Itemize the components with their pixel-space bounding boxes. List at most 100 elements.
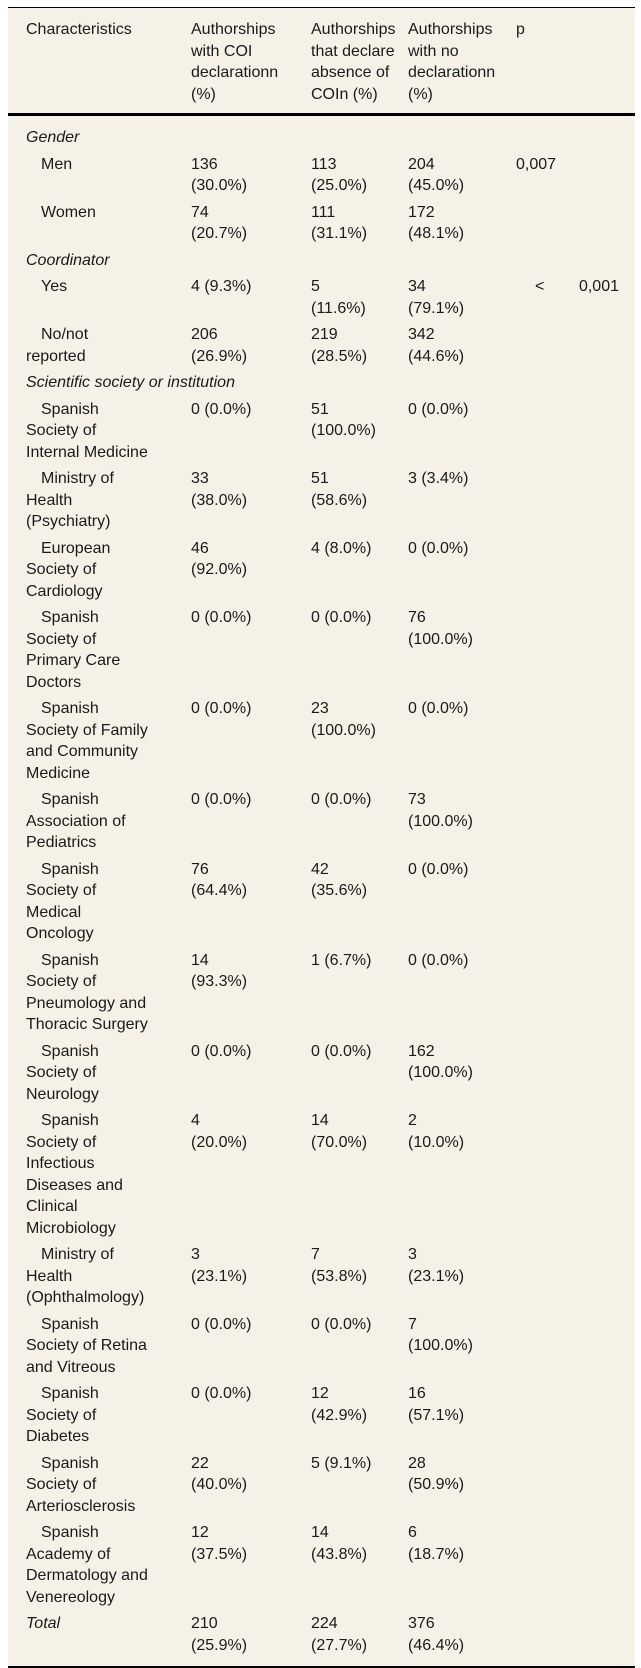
no-declaration-cell: 73 (100.0%) xyxy=(408,791,473,830)
row-label: Ministry of Health (Psychiatry) xyxy=(26,470,114,530)
table-row-medical-oncology: Spanish Society of Medical Oncology 76 (… xyxy=(26,859,627,945)
table-body: Gender Men 136 (30.0%) 113 (25.0%) 204 (… xyxy=(8,116,635,1666)
absence-coi-cell: 42 (35.6%) xyxy=(311,860,368,900)
table-row-neurology: Spanish Society of Neurology 0 (0.0%) 0 … xyxy=(26,1041,627,1106)
absence-coi-cell: 12 (42.9%) xyxy=(311,1385,368,1424)
no-declaration-cell: 3 (23.1%) xyxy=(408,1246,465,1285)
absence-coi-cell: 14 (43.8%) xyxy=(311,1524,368,1563)
table-row-dermatology: Spanish Academy of Dermatology and Vener… xyxy=(26,1522,627,1608)
coi-declaration-cell: 0 (0.0%) xyxy=(191,609,252,626)
absence-coi-cell: 51 (58.6%) xyxy=(311,470,368,509)
coi-declaration-cell: 4 (20.0%) xyxy=(191,1112,248,1151)
table-row-internal-medicine: Spanish Society of Internal Medicine 0 (… xyxy=(26,399,627,464)
table-row-retina-vitreous: Spanish Society of Retina and Vitreous 0… xyxy=(26,1314,627,1379)
coi-declaration-cell: 0 (0.0%) xyxy=(191,1042,252,1060)
no-declaration-cell: 204 (45.0%) xyxy=(408,155,465,195)
column-header-p: p xyxy=(516,21,525,38)
absence-coi-cell: 5 (11.6%) xyxy=(311,278,366,317)
section-label: Gender xyxy=(26,129,80,146)
coi-declaration-cell: 3 (23.1%) xyxy=(191,1246,248,1285)
section-label: Coordinator xyxy=(26,251,110,269)
table-row-men: Men 136 (30.0%) 113 (25.0%) 204 (45.0%) … xyxy=(26,154,627,197)
coi-declaration-cell: 74 (20.7%) xyxy=(191,203,248,243)
no-declaration-cell: 76 (100.0%) xyxy=(408,609,473,648)
no-declaration-cell: 3 (3.4%) xyxy=(408,470,469,487)
coi-declaration-cell: 136 (30.0%) xyxy=(191,155,248,195)
coi-declaration-cell: 0 (0.0%) xyxy=(191,1385,252,1402)
row-label: Spanish Society of Family and Community … xyxy=(26,700,148,782)
table-row-coordinator-yes: Yes 4 (9.3%) 5 (11.6%) 34 (79.1%) <0,001 xyxy=(26,276,627,319)
no-declaration-cell: 6 (18.7%) xyxy=(408,1524,465,1563)
column-header-coi-declaration: Authorships with COI declarationn (%) xyxy=(191,21,279,103)
coi-declaration-cell: 0 (0.0%) xyxy=(191,791,252,808)
no-declaration-cell: 0 (0.0%) xyxy=(408,860,469,878)
coi-declaration-cell: 0 (0.0%) xyxy=(191,1315,252,1333)
table-row-arteriosclerosis: Spanish Society of Arteriosclerosis 22 (… xyxy=(26,1453,627,1518)
table-row-european-cardiology: European Society of Cardiology 46 (92.0%… xyxy=(26,538,627,603)
row-label: Spanish Society of Retina and Vitreous xyxy=(26,1315,147,1376)
p-value-cell: 0,007 xyxy=(516,155,557,173)
absence-coi-cell: 113 (25.0%) xyxy=(311,155,368,195)
no-declaration-cell: 7 (100.0%) xyxy=(408,1315,473,1355)
table-row-family-community: Spanish Society of Family and Community … xyxy=(26,698,627,784)
absence-coi-cell: 0 (0.0%) xyxy=(311,1042,372,1060)
table-row-coordinator-no: No/not reported 206 (26.9%) 219 (28.5%) … xyxy=(26,324,627,367)
coi-declaration-cell: 206 (26.9%) xyxy=(191,326,248,365)
coi-declaration-cell: 0 (0.0%) xyxy=(191,700,252,717)
table-row-total: Total 210 (25.9%) 224 (27.7%) 376 (46.4%… xyxy=(26,1613,627,1656)
coi-declaration-cell: 76 (64.4%) xyxy=(191,860,248,900)
column-header-absence-coi: Authorships that declare absence of COIn… xyxy=(311,21,396,103)
table-row-women: Women 74 (20.7%) 111 (31.1%) 172 (48.1%) xyxy=(26,202,627,245)
no-declaration-cell: 34 (79.1%) xyxy=(408,278,465,317)
no-declaration-cell: 172 (48.1%) xyxy=(408,203,465,243)
absence-coi-cell: 0 (0.0%) xyxy=(311,1315,372,1333)
section-row-society: Scientific society or institution xyxy=(26,372,627,394)
coi-declaration-cell: 0 (0.0%) xyxy=(191,400,252,418)
section-label: Scientific society or institution xyxy=(26,374,235,391)
row-label: European Society of Cardiology xyxy=(26,539,111,600)
row-label: Spanish Society of Diabetes xyxy=(26,1385,99,1445)
row-label: Spanish Society of Infectious Diseases a… xyxy=(26,1112,123,1237)
absence-coi-cell: 111 (31.1%) xyxy=(311,203,368,243)
absence-coi-cell: 4 (8.0%) xyxy=(311,539,372,557)
no-declaration-cell: 16 (57.1%) xyxy=(408,1385,465,1424)
absence-coi-cell: 219 (28.5%) xyxy=(311,326,368,365)
absence-coi-cell: 14 (70.0%) xyxy=(311,1112,368,1151)
absence-coi-cell: 224 (27.7%) xyxy=(311,1615,368,1654)
row-label: Spanish Association of Pediatrics xyxy=(26,791,126,851)
coi-declaration-cell: 14 (93.3%) xyxy=(191,951,248,991)
absence-coi-cell: 5 (9.1%) xyxy=(311,1454,372,1472)
coi-declaration-cell: 22 (40.0%) xyxy=(191,1454,248,1494)
coi-declaration-cell: 33 (38.0%) xyxy=(191,470,248,509)
p-value-cell: 0,001 xyxy=(578,278,619,295)
absence-coi-cell: 51 (100.0%) xyxy=(311,400,376,440)
absence-coi-cell: 23 (100.0%) xyxy=(311,700,376,739)
table-header-row: Characteristics Authorships with COI dec… xyxy=(8,8,635,116)
no-declaration-cell: 376 (46.4%) xyxy=(408,1615,465,1654)
coi-declaration-cell: 12 (37.5%) xyxy=(191,1524,248,1563)
no-declaration-cell: 0 (0.0%) xyxy=(408,951,469,969)
absence-coi-cell: 0 (0.0%) xyxy=(311,791,372,808)
section-row-gender: Gender xyxy=(26,127,627,149)
row-label: Spanish Society of Primary Care Doctors xyxy=(26,609,121,691)
table-row-ministry-psychiatry: Ministry of Health (Psychiatry) 33 (38.0… xyxy=(26,468,627,533)
row-label: Spanish Society of Neurology xyxy=(26,1042,99,1103)
table-row-infectious-diseases: Spanish Society of Infectious Diseases a… xyxy=(26,1110,627,1239)
table-row-pneumology: Spanish Society of Pneumology and Thorac… xyxy=(26,950,627,1036)
row-label: Ministry of Health (Ophthalmology) xyxy=(26,1246,145,1306)
total-label: Total xyxy=(26,1615,61,1632)
absence-coi-cell: 0 (0.0%) xyxy=(311,609,372,626)
section-row-coordinator: Coordinator xyxy=(26,250,627,272)
column-header-no-declaration: Authorships with no declarationn (%) xyxy=(408,21,496,103)
table-row-pediatrics: Spanish Association of Pediatrics 0 (0.0… xyxy=(26,789,627,854)
no-declaration-cell: 0 (0.0%) xyxy=(408,400,469,418)
row-label: Spanish Academy of Dermatology and Vener… xyxy=(26,1524,148,1606)
row-label: Spanish Society of Arteriosclerosis xyxy=(26,1454,136,1515)
table-row-primary-care: Spanish Society of Primary Care Doctors … xyxy=(26,607,627,693)
p-less-than-sign: < xyxy=(535,278,545,295)
coi-declaration-cell: 4 (9.3%) xyxy=(191,278,252,295)
no-declaration-cell: 2 (10.0%) xyxy=(408,1112,465,1151)
row-label: Yes xyxy=(41,278,68,295)
table-row-ministry-ophthalmology: Ministry of Health (Ophthalmology) 3 (23… xyxy=(26,1244,627,1309)
row-label: No/not reported xyxy=(26,326,89,365)
